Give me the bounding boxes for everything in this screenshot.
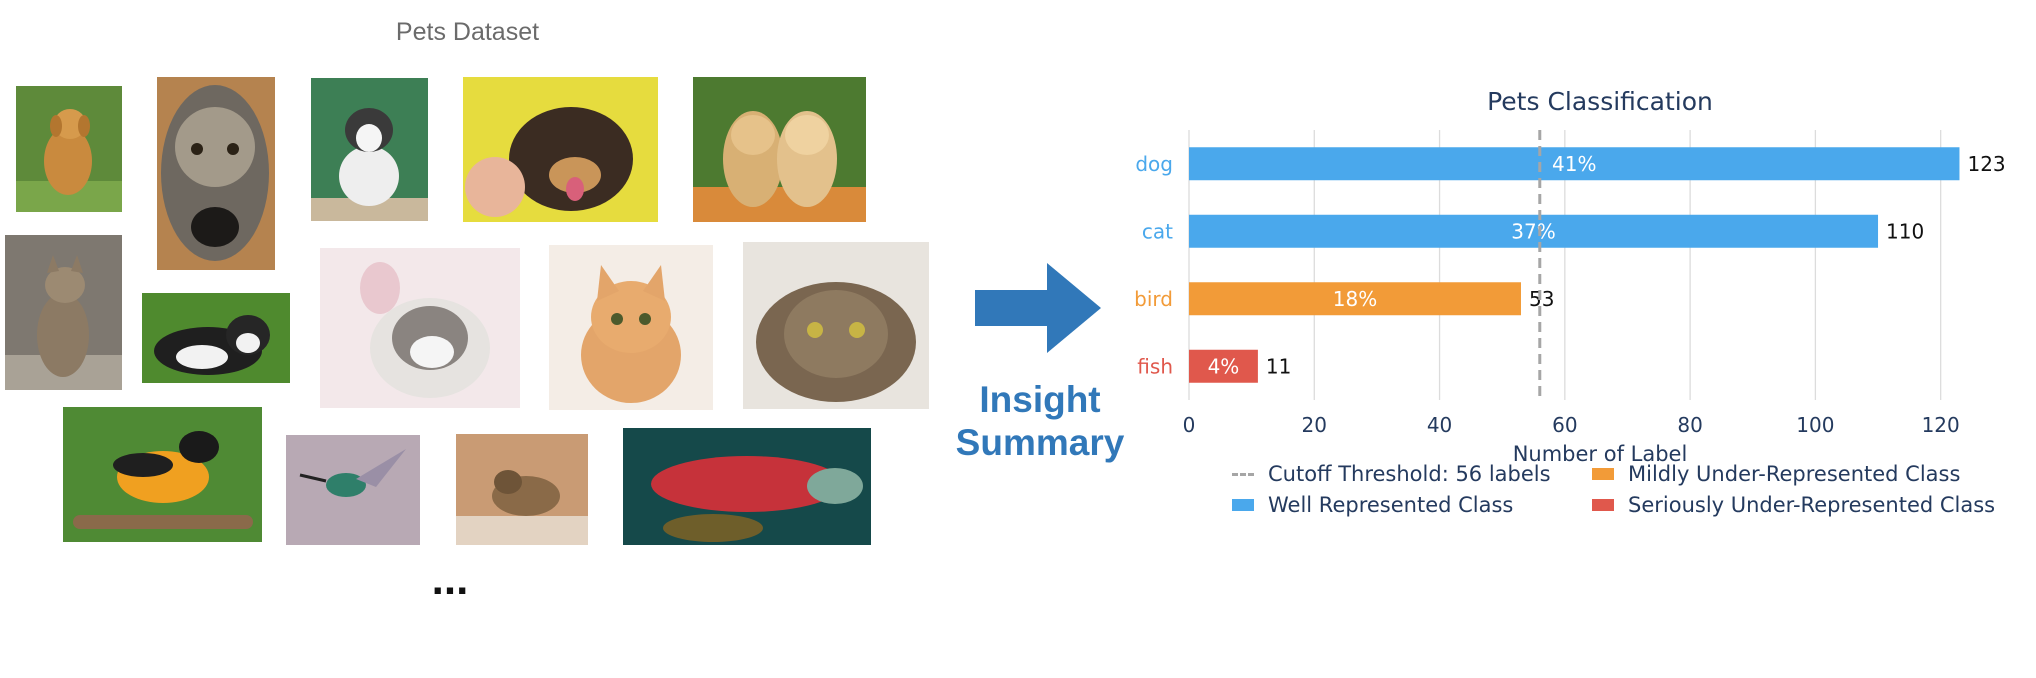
x-tick-label: 20 [1302,413,1327,437]
bar-cat [1189,214,1879,248]
photo-husky-puppy [311,78,428,221]
legend-item-seriously-under: Seriously Under-Represented Class [1592,493,1995,517]
right-arrow-icon [975,263,1101,353]
insight-summary-label: Insight Summary [940,378,1140,464]
x-tick-label: 120 [1922,413,1960,437]
value-label: 53 [1529,287,1554,311]
chart-legend: Cutoff Threshold: 56 labels Mildly Under… [1232,462,2032,532]
legend-label: Well Represented Class [1268,493,1514,517]
legend-label: Cutoff Threshold: 56 labels [1268,462,1551,486]
percent-label: 18% [1333,287,1377,311]
bar-bird [1189,282,1521,316]
red-swatch-icon [1592,499,1614,511]
category-label: bird [1134,287,1173,311]
photo-tabby-kitten [5,235,122,390]
legend-label: Mildly Under-Represented Class [1628,462,1961,486]
photo-tabby-cat [743,242,929,409]
blue-swatch-icon [1232,499,1254,511]
photo-happy-dog [463,77,658,222]
category-label: fish [1137,354,1173,378]
photo-black-white-cat [142,293,290,383]
x-axis-label: Number of Label [1513,442,1688,466]
legend-item-threshold: Cutoff Threshold: 56 labels [1232,462,1551,486]
category-label: cat [1142,219,1173,243]
bar-dog [1189,147,1960,181]
more-images-ellipsis: ... [431,555,469,604]
photo-oriole-bird [63,407,262,542]
photo-golden-puppies [693,77,866,222]
photo-golden-retriever [16,86,122,212]
legend-label: Seriously Under-Represented Class [1628,493,1996,517]
insight-label-line2: Summary [955,422,1125,463]
chart-title: Pets Classification [1487,87,1713,116]
value-label: 11 [1266,354,1291,378]
photo-salmon-fish [623,428,871,545]
bar-fish [1189,349,1258,383]
photo-fluffy-kitten [320,248,520,408]
dashed-line-icon [1232,472,1254,476]
x-tick-label: 100 [1796,413,1834,437]
legend-item-well-represented: Well Represented Class [1232,493,1513,517]
photo-orange-kitten [549,245,713,410]
orange-swatch-icon [1592,468,1614,480]
x-tick-label: 0 [1183,413,1196,437]
dataset-title: Pets Dataset [395,18,540,46]
x-tick-label: 60 [1552,413,1577,437]
photo-sparrow [456,434,588,545]
percent-label: 4% [1208,354,1240,378]
x-tick-label: 80 [1677,413,1702,437]
chart-bars: dog 41% 123 cat 37% 110 bird 18% 53 fish 4% 11 [1134,147,2006,383]
value-label: 110 [1886,219,1924,243]
percent-label: 41% [1552,152,1596,176]
category-label: dog [1135,152,1173,176]
chart-x-ticks: 0 20 40 60 80 100 120 [1183,413,1960,437]
value-label: 123 [1967,152,2005,176]
insight-label-line1: Insight [979,379,1101,420]
photo-hummingbird [286,435,420,545]
percent-label: 37% [1511,219,1555,243]
legend-item-mildly-under: Mildly Under-Represented Class [1592,462,1960,486]
x-tick-label: 40 [1427,413,1452,437]
photo-terrier-closeup [157,77,275,270]
